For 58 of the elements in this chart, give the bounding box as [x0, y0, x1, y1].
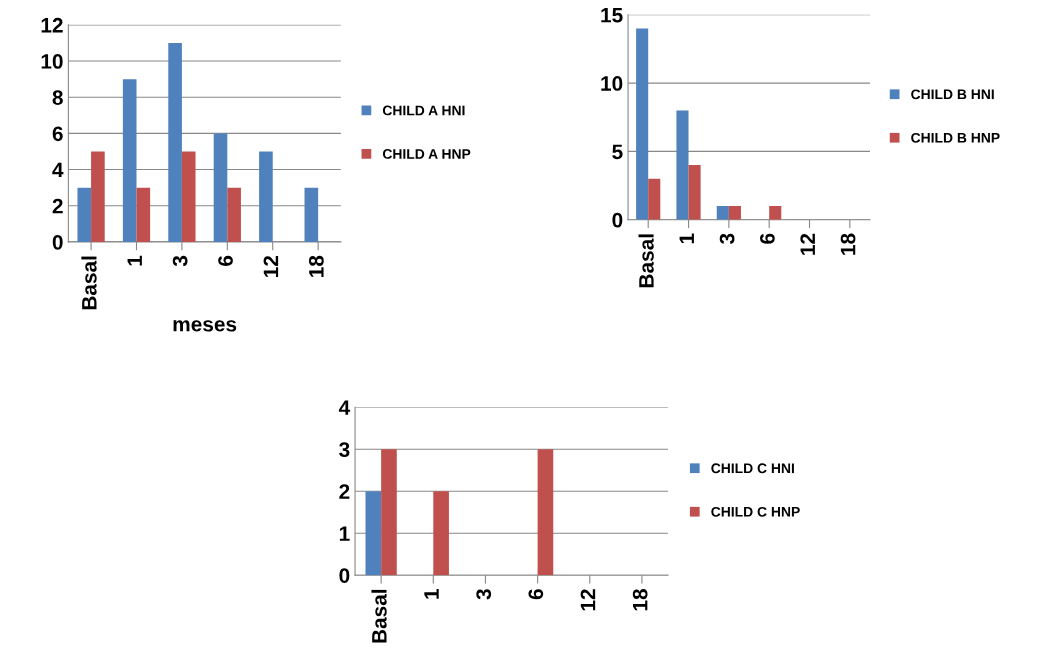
y-tick-label: 0 [52, 234, 63, 250]
x-tick-label: Basal [638, 234, 654, 288]
legend-label: CHILD A HNI [382, 105, 465, 116]
x-tick-label: 18 [308, 255, 324, 277]
y-tick-label: 5 [612, 144, 623, 160]
y-tick-label: 3 [339, 442, 350, 458]
x-tick-label: 3 [476, 589, 492, 600]
y-tick-label: 12 [41, 17, 63, 33]
x-tick-label: 18 [840, 233, 856, 255]
bar [636, 28, 649, 220]
legend-label: CHILD C HNI [711, 463, 794, 474]
bar [304, 187, 319, 242]
bar [716, 206, 729, 220]
x-tick-label: 12 [800, 233, 815, 255]
bar [136, 187, 151, 242]
y-tick-label: 8 [52, 90, 63, 105]
legend-label: CHILD A HNP [382, 149, 471, 159]
bar [181, 151, 196, 242]
bar [259, 151, 273, 242]
y-tick-label: 10 [601, 76, 623, 91]
x-tick-label: 12 [580, 589, 596, 611]
y-tick-label: 2 [339, 484, 350, 499]
bar [77, 187, 92, 242]
x-tick-label: Basal [81, 256, 97, 310]
y-tick-label: 2 [52, 198, 63, 214]
y-tick-label: 0 [339, 568, 350, 583]
x-tick-label: 18 [632, 589, 648, 611]
bar [688, 165, 701, 220]
x-tick-label: 6 [760, 233, 775, 244]
x-tick-label: 12 [263, 255, 279, 277]
bar [728, 206, 741, 220]
y-tick-label: 6 [52, 126, 63, 142]
bar [122, 79, 137, 242]
y-tick-label: 15 [601, 8, 623, 23]
x-tick-label: 1 [679, 233, 694, 244]
x-tick-label: 1 [127, 255, 142, 266]
x-tick-label: 6 [218, 255, 233, 266]
bar [91, 151, 105, 242]
x-tick-label: Basal [371, 589, 387, 643]
bar [227, 187, 241, 242]
y-tick-label: 0 [612, 212, 623, 228]
legend-label: CHILD C HNP [711, 506, 800, 517]
y-tick-label: 4 [338, 400, 351, 415]
bar [676, 110, 689, 220]
x-tick-label: 6 [528, 589, 544, 600]
x-tick-label: 1 [424, 589, 439, 599]
bar [168, 42, 182, 242]
bar [648, 178, 661, 220]
legend-label: CHILD B HNI [911, 89, 994, 100]
bar [213, 133, 228, 242]
x-tick-label: 3 [719, 233, 735, 245]
x-tick-label: 3 [172, 255, 188, 267]
y-tick-label: 10 [41, 54, 63, 69]
y-tick-label: 1 [339, 526, 350, 541]
legend-label: CHILD B HNP [911, 132, 1000, 143]
y-tick-label: 4 [52, 162, 64, 178]
x-axis-title: meses [173, 320, 237, 332]
bar [769, 206, 782, 220]
